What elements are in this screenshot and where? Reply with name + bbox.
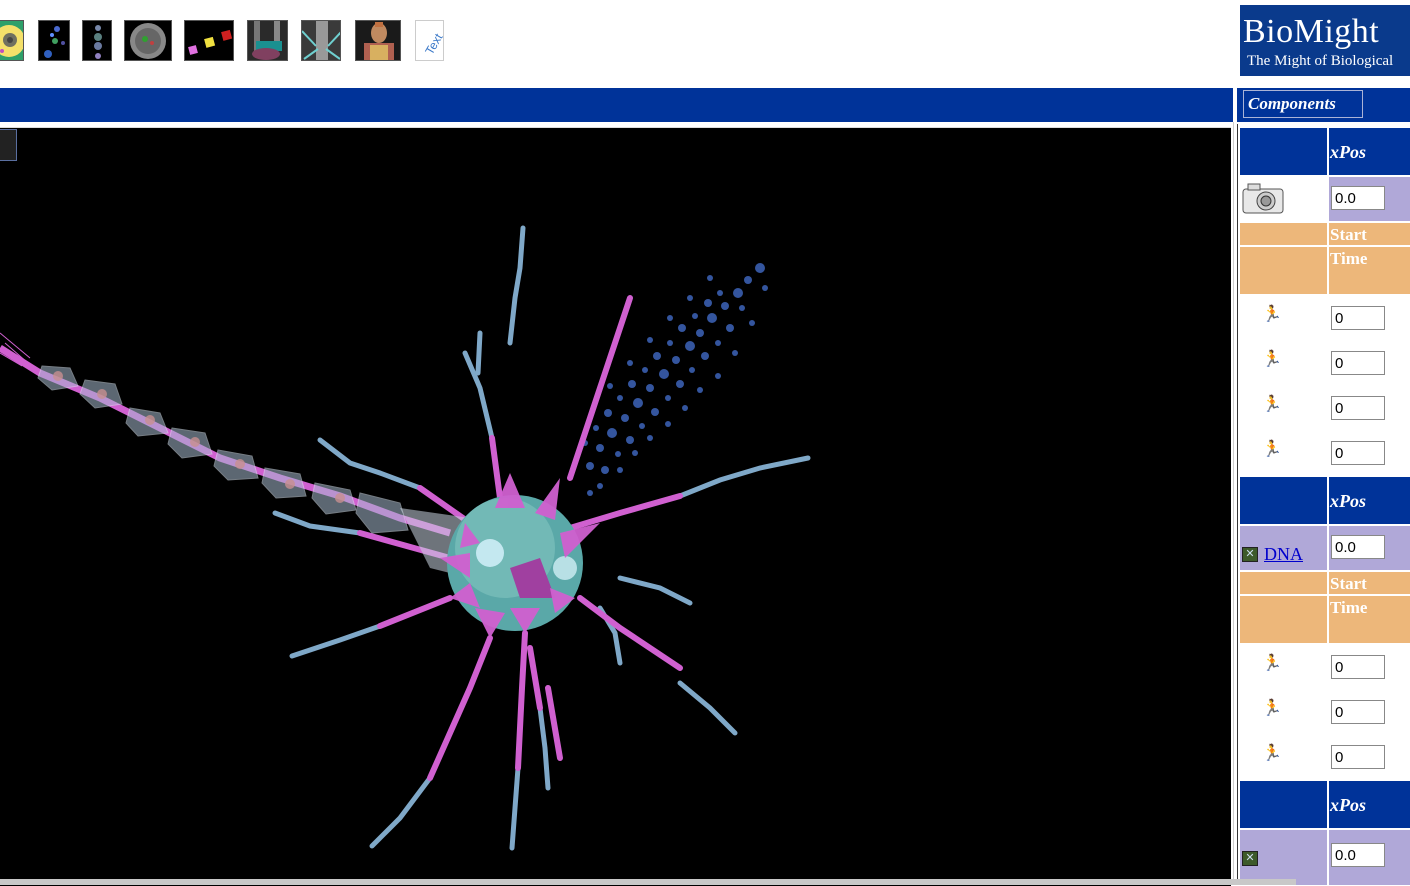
sphere-thumbnail[interactable]: [124, 20, 172, 61]
structure-icon: [302, 21, 340, 60]
sphere-icon: [130, 23, 166, 59]
molecules-icon: [44, 26, 65, 58]
time-row: Time: [1240, 247, 1410, 294]
time-entry-row: 🏃: [1240, 296, 1410, 341]
molecules-thumbnail[interactable]: [38, 20, 70, 61]
time-entry-row: 🏃: [1240, 645, 1410, 690]
xpos-input[interactable]: [1331, 186, 1385, 210]
group-2-header-row: xPos: [1240, 477, 1410, 524]
tissue-thumbnail[interactable]: [247, 20, 288, 61]
camera-icon[interactable]: [1240, 179, 1290, 219]
squares-thumbnail[interactable]: [184, 20, 234, 61]
xpos-label: xPos: [1330, 142, 1366, 162]
panel-divider[interactable]: [1233, 122, 1237, 885]
group-3-value-row: ✕: [1240, 830, 1410, 885]
time-input[interactable]: [1331, 351, 1385, 375]
time-entry-row: 🏃: [1240, 735, 1410, 780]
tissue-icon: [252, 21, 282, 60]
chain-icon: [94, 25, 102, 59]
dna-link[interactable]: DNA: [1264, 544, 1303, 564]
neuron-scene: [0, 225, 811, 851]
xpos-input[interactable]: [1331, 535, 1385, 559]
dendrite-tails: [272, 225, 811, 851]
component-checkbox[interactable]: ✕: [1242, 851, 1258, 866]
time-input[interactable]: [1331, 655, 1385, 679]
time-input[interactable]: [1331, 396, 1385, 420]
biomight-logo: BioMight The Might of Biological: [1240, 5, 1410, 76]
viewer-menu-button[interactable]: [0, 129, 17, 161]
dendrite-cones: [440, 473, 600, 638]
text-thumbnail[interactable]: Text: [415, 20, 444, 61]
thumbnail-toolbar: Text: [0, 0, 1234, 86]
viewer-header-bar: [0, 88, 1233, 122]
cell-thumbnail[interactable]: [0, 20, 24, 61]
running-figure-icon[interactable]: 🏃: [1262, 396, 1282, 413]
text-icon: Text: [422, 31, 444, 58]
running-figure-icon[interactable]: 🏃: [1262, 351, 1282, 368]
svg-text:Text: Text: [422, 31, 444, 58]
body-icon: [364, 22, 394, 60]
time-row: Time: [1240, 596, 1410, 643]
neuron-soma: [447, 495, 583, 631]
squares-icon: [188, 29, 233, 55]
time-label: Time: [1330, 249, 1368, 268]
xpos-input[interactable]: [1331, 843, 1385, 867]
time-input[interactable]: [1331, 745, 1385, 769]
running-figure-icon[interactable]: 🏃: [1262, 306, 1282, 323]
group-1-header-row: xPos: [1240, 128, 1410, 175]
running-figure-icon[interactable]: 🏃: [1262, 745, 1282, 762]
running-figure-icon[interactable]: 🏃: [1262, 441, 1282, 458]
logo-title: BioMight: [1243, 13, 1380, 50]
time-label: Time: [1330, 598, 1368, 617]
xpos-label: xPos: [1330, 795, 1366, 815]
time-entry-row: 🏃: [1240, 341, 1410, 386]
time-input[interactable]: [1331, 441, 1385, 465]
3d-viewer[interactable]: [0, 127, 1231, 886]
group-1-value-row: [1240, 177, 1410, 221]
components-tab[interactable]: Components: [1243, 90, 1363, 118]
time-entry-row: 🏃: [1240, 690, 1410, 735]
components-panel: xPos Start Time 🏃 🏃 🏃 🏃: [1237, 124, 1410, 885]
group-2-value-row: ✕ DNA: [1240, 526, 1410, 570]
start-row: Start: [1240, 572, 1410, 594]
time-input[interactable]: [1331, 306, 1385, 330]
logo-tagline: The Might of Biological: [1247, 53, 1394, 69]
vesicle-cloud: [582, 263, 768, 496]
time-input[interactable]: [1331, 700, 1385, 724]
horizontal-scrollbar[interactable]: [0, 879, 1296, 885]
start-label: Start: [1330, 574, 1367, 593]
running-figure-icon[interactable]: 🏃: [1262, 655, 1282, 672]
start-row: Start: [1240, 223, 1410, 245]
structure-thumbnail[interactable]: [301, 20, 341, 61]
component-checkbox[interactable]: ✕: [1242, 547, 1258, 562]
body-thumbnail[interactable]: [355, 20, 401, 61]
start-label: Start: [1330, 225, 1367, 244]
xpos-label: xPos: [1330, 491, 1366, 511]
components-header: Components: [1237, 88, 1410, 122]
cell-icon: [0, 25, 23, 57]
time-entry-row: 🏃: [1240, 386, 1410, 431]
axon: [0, 332, 470, 578]
group-3-header-row: xPos: [1240, 781, 1410, 828]
chain-thumbnail[interactable]: [82, 20, 112, 61]
time-entry-row: 🏃: [1240, 431, 1410, 476]
running-figure-icon[interactable]: 🏃: [1262, 700, 1282, 717]
